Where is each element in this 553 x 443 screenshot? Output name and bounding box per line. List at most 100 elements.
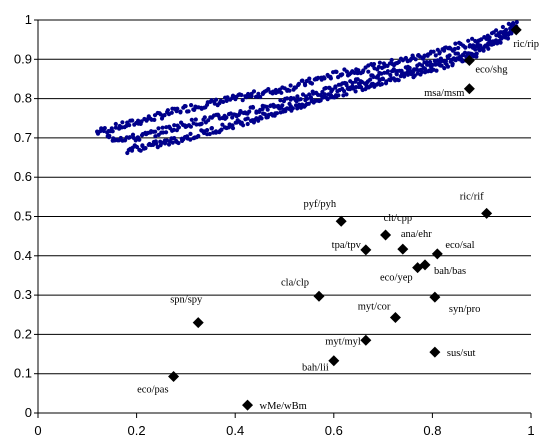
diamond-marker-eco-shg [463,54,475,66]
point-label: clt/cpp [384,213,413,224]
point-label: eco/yep [380,273,413,284]
point-label: cla/clp [281,277,309,288]
cloud-point [412,73,417,78]
cloud-point [127,123,132,128]
diamond-marker-ric-rip [510,24,522,36]
cloud-point [389,57,394,63]
labeled-points-series: ric/rip eco/shg msa/msm pyf/pyh ric/rif clt/c… [137,24,539,412]
y-tick-label: 0.4 [14,248,32,263]
cloud-point [221,99,226,104]
cloud-point [110,129,115,134]
cloud-point [230,126,236,131]
cloud-point [249,94,254,99]
cloud-point [266,87,271,92]
x-tick-labels: 0 0.2 0.4 0.6 0.8 1 [34,19,535,438]
cloud-point [470,36,475,41]
cloud-point [347,87,353,92]
cloud-point [514,20,519,25]
cloud-point [467,43,473,48]
cloud-point [385,63,390,68]
cloud-point [483,44,488,49]
cloud-point [306,101,311,106]
point-label: pyf/pyh [304,199,337,210]
cloud-point [224,98,229,103]
cloud-point [435,58,440,63]
cloud-point [290,106,295,111]
y-tick-label: 0.3 [14,287,32,302]
cloud-point [413,57,418,62]
x-tick-label: 0.8 [423,423,441,438]
diamond-marker-spn-spy [192,317,204,329]
cloud-point [240,98,245,103]
y-tick-label: 0.1 [14,366,32,381]
cloud-point [279,90,284,95]
cloud-point [224,115,229,120]
cloud-point [188,124,193,129]
cloud-point [259,116,264,121]
point-label: ana/ehr [401,229,432,240]
cloud-point [403,55,408,61]
cloud-point [320,95,326,100]
cloud-point [394,72,399,77]
cloud-point [433,53,438,58]
cloud-point [316,75,321,80]
cloud-point [113,121,118,127]
diamond-marker-ana-ehr [397,243,409,255]
cloud-point [396,78,401,83]
point-label: wMe/wBm [260,401,307,412]
cloud-point [456,45,461,51]
cloud-point [466,38,471,43]
cloud-point [262,112,267,117]
cloud-point [437,50,442,55]
cloud-point [258,94,263,100]
x-tick-label: 0.2 [128,423,146,438]
diamond-marker-pyf-pyh [335,215,347,227]
cloud-point [391,68,396,73]
cloud-point [481,48,486,53]
cloud-point [188,137,193,142]
cloud-point [175,106,180,111]
point-label: sus/sut [447,348,476,359]
cloud-point [494,28,499,33]
cloud-point [342,89,347,94]
cloud-point [165,108,170,113]
point-label: tpa/tpv [332,240,362,251]
cloud-point [130,118,135,123]
cloud-point [230,93,236,98]
diamond-marker-bah-bas [419,259,431,271]
point-label: bah/bas [434,266,466,277]
cloud-point [344,83,349,88]
cloud-point [176,140,181,146]
point-label: eco/pas [137,384,169,395]
cloud-point [228,111,233,116]
cloud-point [479,37,484,42]
cloud-point [220,122,225,127]
cloud-point [206,118,211,123]
cloud-point [318,98,323,103]
x-tick-label: 0 [34,423,41,438]
cloud-point [138,148,143,153]
cloud-point [241,123,246,128]
cloud-point [388,72,393,78]
y-tick-label: 0.8 [14,91,32,106]
diamond-marker-tpa-tpv [360,244,372,256]
cloud-point [396,59,401,65]
cloud-point [300,78,305,83]
y-tick-label: 0.2 [14,326,32,341]
cloud-point [410,70,416,75]
cloud-point [322,76,327,81]
cloud-point [107,133,112,138]
point-label: spn/spy [170,295,203,306]
cloud-point [256,118,261,123]
cloud-point [278,98,283,103]
cloud-point [455,51,460,56]
cloud-point [334,69,339,74]
cloud-point [278,105,284,110]
cloud-point [385,69,390,74]
cloud-point [202,115,207,120]
point-label: msa/msm [424,88,464,99]
cloud-point [303,83,308,88]
point-label: bah/lii [302,363,329,374]
cloud-point [205,128,210,133]
cloud-point [102,126,107,131]
